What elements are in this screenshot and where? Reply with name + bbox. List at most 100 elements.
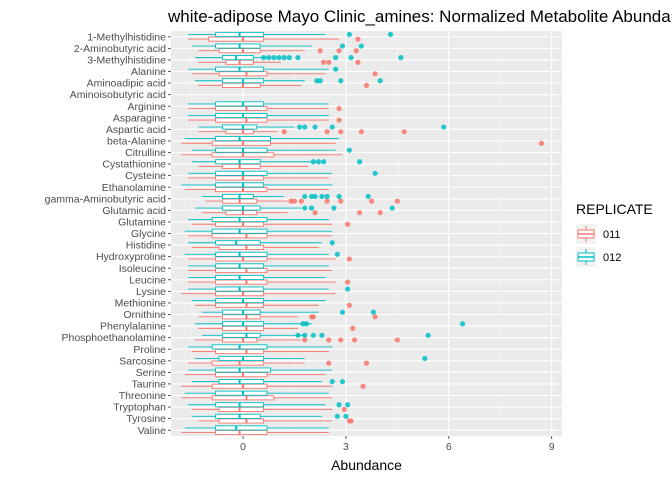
y-tick-label: 3-Methylhistidine	[87, 55, 166, 67]
y-tick-label: 1-Methylhistidine	[87, 31, 166, 43]
y-tick-label: Histidine	[126, 240, 166, 252]
box-012-1	[191, 413, 322, 419]
box-012-13	[188, 274, 326, 281]
y-tick-label: Glutamine	[118, 217, 166, 229]
box-012-24	[191, 147, 336, 153]
outlier-point	[346, 256, 352, 262]
box-body	[215, 182, 265, 188]
outlier-point	[321, 159, 327, 165]
outlier-point	[338, 337, 344, 343]
x-tick-label: 3	[343, 441, 349, 453]
outlier-point	[302, 193, 308, 200]
box-body	[215, 240, 261, 246]
box-011-12	[181, 291, 336, 297]
box-body	[211, 233, 268, 239]
outlier-point	[338, 78, 344, 84]
box-012-19	[195, 205, 302, 211]
y-axis-tick-labels: ValineTyrosineTryptophanThreonineTaurine…	[45, 31, 171, 437]
outlier-point	[363, 360, 370, 366]
box-012-30	[195, 78, 305, 84]
outlier-point	[334, 413, 340, 419]
outlier-point	[346, 302, 352, 308]
outlier-point	[329, 240, 335, 246]
box-012-11	[191, 298, 326, 304]
box-body	[221, 193, 254, 200]
outlier-point	[345, 402, 351, 408]
legend-label: 012	[603, 252, 621, 264]
outlier-point	[333, 55, 339, 61]
outlier-point	[372, 314, 378, 320]
outlier-point	[398, 55, 404, 61]
outlier-point	[336, 48, 342, 54]
outlier-point	[350, 325, 356, 331]
box-body	[221, 332, 261, 338]
outlier-point	[302, 337, 308, 343]
box-body	[221, 55, 254, 61]
box-011-5	[184, 372, 326, 378]
y-tick-label: Lysine	[136, 286, 166, 298]
box-012-21	[181, 182, 333, 188]
legend-label: 011	[603, 229, 621, 241]
box-body	[218, 418, 265, 424]
box-body	[215, 302, 265, 308]
outlier-point	[358, 129, 364, 135]
box-body	[215, 186, 268, 193]
box-body	[215, 298, 265, 304]
box-011-20	[205, 198, 288, 204]
box-012-3	[184, 390, 329, 396]
box-body	[215, 279, 268, 285]
outlier-point	[394, 198, 400, 204]
box-011-31	[191, 71, 326, 77]
box-012-28	[188, 101, 329, 107]
box-011-26	[198, 129, 278, 135]
box-body	[218, 406, 265, 412]
outlier-point	[331, 205, 337, 211]
box-012-25	[184, 136, 340, 142]
legend: REPLICATE 011 012	[576, 201, 653, 267]
box-body	[211, 140, 271, 146]
y-tick-label: Threonine	[119, 390, 166, 402]
box-011-8	[195, 337, 302, 343]
box-body	[215, 43, 261, 49]
box-body	[225, 210, 258, 216]
y-tick-label: Taurine	[132, 379, 167, 391]
box-012-7	[188, 344, 333, 350]
outlier-point	[329, 379, 335, 385]
outlier-point	[370, 309, 376, 315]
box-body	[215, 256, 268, 262]
box-012-22	[188, 170, 333, 176]
outlier-point	[295, 55, 301, 61]
box-011-4	[181, 383, 333, 389]
box-body	[215, 372, 268, 378]
box-body	[215, 429, 268, 436]
outlier-point	[348, 418, 354, 424]
box-011-32	[198, 59, 281, 65]
outlier-point	[324, 129, 330, 135]
box-body	[218, 71, 268, 77]
y-tick-label: Valine	[138, 425, 167, 437]
outlier-point	[425, 332, 431, 338]
y-tick-label: Cystathionine	[102, 159, 166, 171]
outlier-point	[310, 159, 316, 165]
y-tick-label: Methionine	[115, 298, 167, 310]
outlier-point	[297, 124, 303, 130]
box-011-33	[198, 48, 305, 54]
y-tick-label: Phosphoethanolamine	[62, 332, 167, 344]
box-body	[218, 379, 265, 385]
box-011-30	[198, 82, 302, 88]
box-body	[215, 413, 261, 419]
box-011-1	[198, 418, 333, 424]
outlier-point	[358, 43, 364, 49]
box-012-18	[188, 217, 329, 223]
outlier-point	[357, 210, 363, 216]
outlier-point	[310, 332, 316, 338]
outlier-point	[312, 210, 318, 216]
y-tick-label: Glutamic acid	[102, 205, 166, 217]
box-body	[215, 348, 265, 355]
outlier-point	[363, 82, 370, 88]
box-011-34	[188, 36, 340, 42]
outlier-point	[261, 55, 267, 61]
outlier-point	[336, 117, 342, 123]
outlier-point	[348, 55, 354, 61]
outlier-point	[334, 251, 340, 257]
